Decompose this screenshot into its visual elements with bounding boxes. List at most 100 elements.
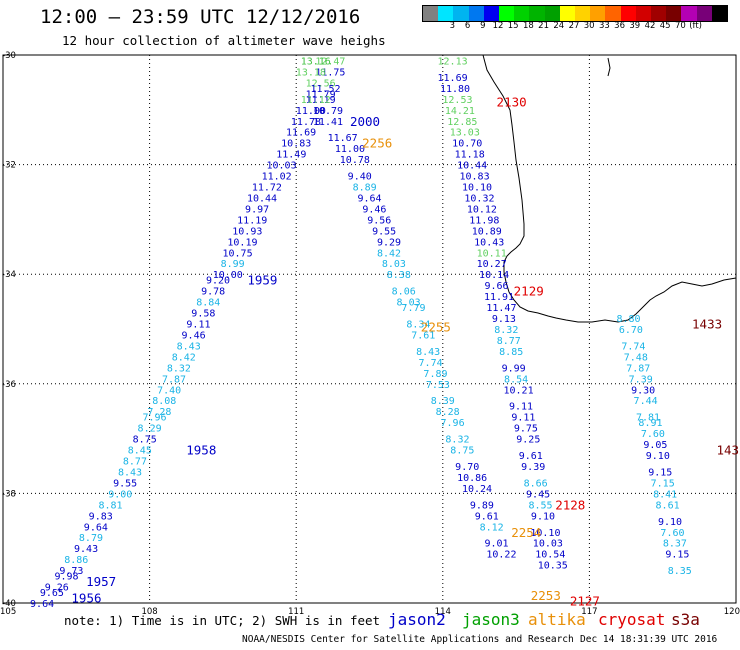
swh-value: 11.49 <box>276 150 306 161</box>
lat-tick-label: -40 <box>2 599 16 609</box>
swh-value: 10.54 <box>535 550 565 561</box>
lon-tick-label: 111 <box>288 607 304 617</box>
lon-tick-label: 108 <box>141 607 157 617</box>
swh-value: 9.25 <box>516 435 540 446</box>
satellite-track: 8.806.70 7.747.487.877.399.307.44 7.818.91… <box>616 314 691 577</box>
swh-value: 11.19 <box>237 215 267 226</box>
swh-value: 8.12 <box>480 522 504 533</box>
swh-value: 11.41 <box>313 117 343 128</box>
swh-value: 11.02 <box>262 172 292 183</box>
swh-value: 10.14 <box>479 270 509 281</box>
pass-time-label: 2255 <box>421 319 451 334</box>
color-swatch <box>590 6 606 21</box>
pass-time-label: 2130 <box>497 95 527 110</box>
pass-time-label: 2128 <box>555 497 585 512</box>
swh-value: 8.03 <box>397 298 421 309</box>
swh-value: 8.77 <box>123 457 147 468</box>
swh-value: 9.40 <box>348 172 372 183</box>
color-scale-label: 12 <box>492 21 504 31</box>
swh-value: 9.64 <box>84 522 108 533</box>
swh-value: 8.77 <box>497 336 521 347</box>
swh-value: 10.44 <box>457 161 487 172</box>
swh-value: 8.89 <box>353 183 377 194</box>
swh-value: 7.40 <box>157 385 181 396</box>
color-swatch <box>438 6 454 21</box>
satellite-tracks: 12.4711.7513.1613.1812.5611.5211.7911.19… <box>30 56 692 610</box>
color-swatch <box>620 6 636 21</box>
color-scale-label: 36 <box>614 21 626 31</box>
swh-value: 9.61 <box>475 511 499 522</box>
swh-value: 12.47 <box>315 56 345 67</box>
color-swatch <box>605 6 621 21</box>
pass-time-label: 1433 <box>692 317 722 332</box>
color-scale-label: 33 <box>598 21 610 31</box>
swh-value: 9.30 <box>631 385 655 396</box>
color-scale-label: 15 <box>507 21 519 31</box>
swh-value: 8.38 <box>387 270 411 281</box>
swh-value: 8.91 <box>638 418 662 429</box>
swh-value: 9.11 <box>186 320 210 331</box>
swh-value: 12.13 <box>438 56 468 67</box>
swh-value: 8.32 <box>167 363 191 374</box>
swh-value: 7.28 <box>147 407 171 418</box>
swh-value: 10.03 <box>266 161 296 172</box>
swh-value: 7.15 <box>651 478 675 489</box>
lat-tick-label: -36 <box>2 380 16 390</box>
pass-time-label: 2129 <box>514 284 544 299</box>
swh-value: 8.79 <box>79 533 103 544</box>
color-scale-label: 39 <box>629 21 641 31</box>
swh-value: 8.99 <box>221 259 245 270</box>
swh-value: 10.86 <box>457 473 487 484</box>
swh-value: 9.58 <box>191 309 215 320</box>
swh-value: 7.81 <box>636 413 660 424</box>
swh-value: 7.53 <box>426 380 450 391</box>
swh-value: 11.18 <box>455 150 485 161</box>
swh-value: 10.11 <box>477 248 507 259</box>
lat-tick-label: -34 <box>2 270 16 280</box>
swh-value: 10.19 <box>227 237 257 248</box>
color-scale-bar <box>422 5 728 22</box>
map-frame <box>2 54 737 604</box>
satellite-track: 11.6711.0010.789.408.899.649.469.569.559… <box>328 133 517 560</box>
swh-value: 11.00 <box>296 106 326 117</box>
swh-value: 8.43 <box>416 347 440 358</box>
swh-value: 9.83 <box>89 511 113 522</box>
lat-tick-label: -32 <box>2 161 16 171</box>
swh-value: 11.75 <box>315 67 345 78</box>
satellite-track: 12.4711.7513.1613.1812.5611.5211.7911.19… <box>30 56 345 610</box>
legend-item-jason3: jason3 <box>462 610 520 629</box>
swh-value: 9.29 <box>377 237 401 248</box>
swh-value: 10.22 <box>486 550 516 561</box>
swh-value: 11.69 <box>438 73 468 84</box>
color-swatch <box>453 6 469 21</box>
color-swatch <box>499 6 515 21</box>
swh-value: 9.46 <box>362 204 386 215</box>
swh-value: 10.93 <box>232 226 262 237</box>
lon-tick-label: 117 <box>581 607 597 617</box>
pass-time-label: 1956 <box>71 591 101 606</box>
swh-value: 14.21 <box>445 106 475 117</box>
swh-value: 9.78 <box>201 287 225 298</box>
swh-value: 8.54 <box>504 374 528 385</box>
coastline <box>482 54 737 323</box>
swh-value: 7.74 <box>621 341 645 352</box>
swh-value: 9.39 <box>521 462 545 473</box>
swh-value: 9.70 <box>455 462 479 473</box>
pass-time-label: 2253 <box>531 588 561 603</box>
color-swatch <box>575 6 591 21</box>
color-swatch <box>681 6 697 21</box>
color-scale-label: 24 <box>553 21 565 31</box>
pass-time-label: 2254 <box>511 525 541 540</box>
footer-timestamp: Dec 14 18:31:39 UTC 2016 <box>580 634 718 645</box>
swh-value: 10.24 <box>462 484 492 495</box>
color-swatch <box>696 6 712 21</box>
swh-value: 8.37 <box>663 539 687 550</box>
swh-value: 9.45 <box>526 489 550 500</box>
swh-value: 10.10 <box>530 528 560 539</box>
lon-tick-label: 105 <box>0 607 16 617</box>
swh-value: 9.20 <box>206 276 230 287</box>
swh-value: 8.08 <box>152 396 176 407</box>
swh-value: 7.60 <box>660 528 684 539</box>
lat-tick-label: -38 <box>2 489 16 499</box>
